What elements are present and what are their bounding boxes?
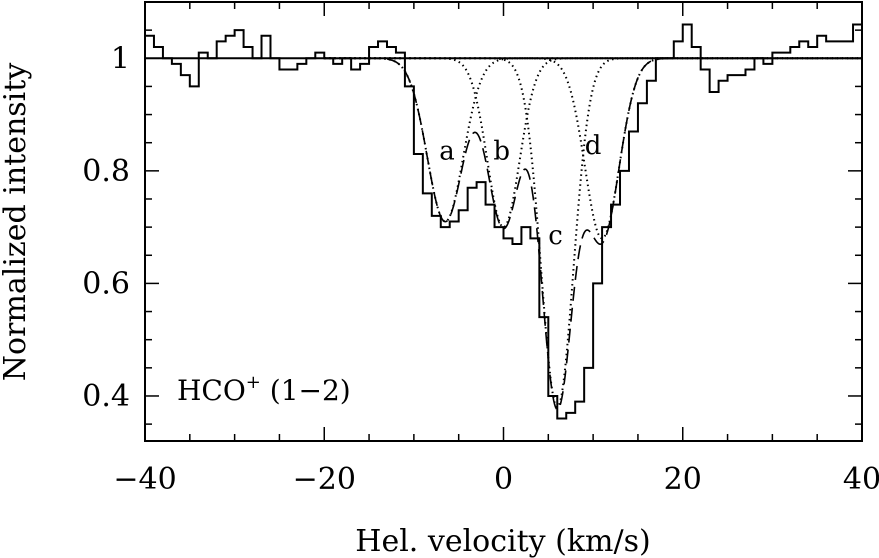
- axes-group: −40 −20 0 20 40 0.4 0.6 0.8 1: [82, 1, 879, 497]
- x-tick-label: 20: [664, 462, 702, 497]
- component-label-d: d: [585, 131, 602, 161]
- y-tick-label: 0.8: [82, 154, 130, 189]
- x-tick-label: 0: [494, 462, 513, 497]
- transition-label: (1−2): [261, 374, 351, 407]
- molecule-name: HCO: [177, 374, 246, 407]
- x-tick-label: 40: [843, 462, 879, 497]
- y-tick-label: 0.4: [82, 379, 130, 414]
- y-tick-label: 0.6: [82, 266, 130, 301]
- molecule-charge: +: [246, 372, 261, 393]
- y-tick-label: 1: [111, 41, 130, 76]
- spectrum-group: [145, 23, 862, 420]
- component-label-b: b: [493, 137, 510, 167]
- x-axis-label: Hel. velocity (km/s): [355, 524, 650, 558]
- component-label-c: c: [548, 221, 563, 251]
- spectrum-histogram: [145, 23, 862, 420]
- component-label-a: a: [439, 137, 455, 167]
- molecule-annotation: HCO+ (1−2): [177, 372, 351, 407]
- y-axis-label: Normalized intensity: [0, 63, 33, 382]
- labels-group: Hel. velocity (km/s) Normalized intensit…: [0, 63, 651, 558]
- x-tick-label: −20: [293, 462, 356, 497]
- x-tick-label: −40: [113, 462, 176, 497]
